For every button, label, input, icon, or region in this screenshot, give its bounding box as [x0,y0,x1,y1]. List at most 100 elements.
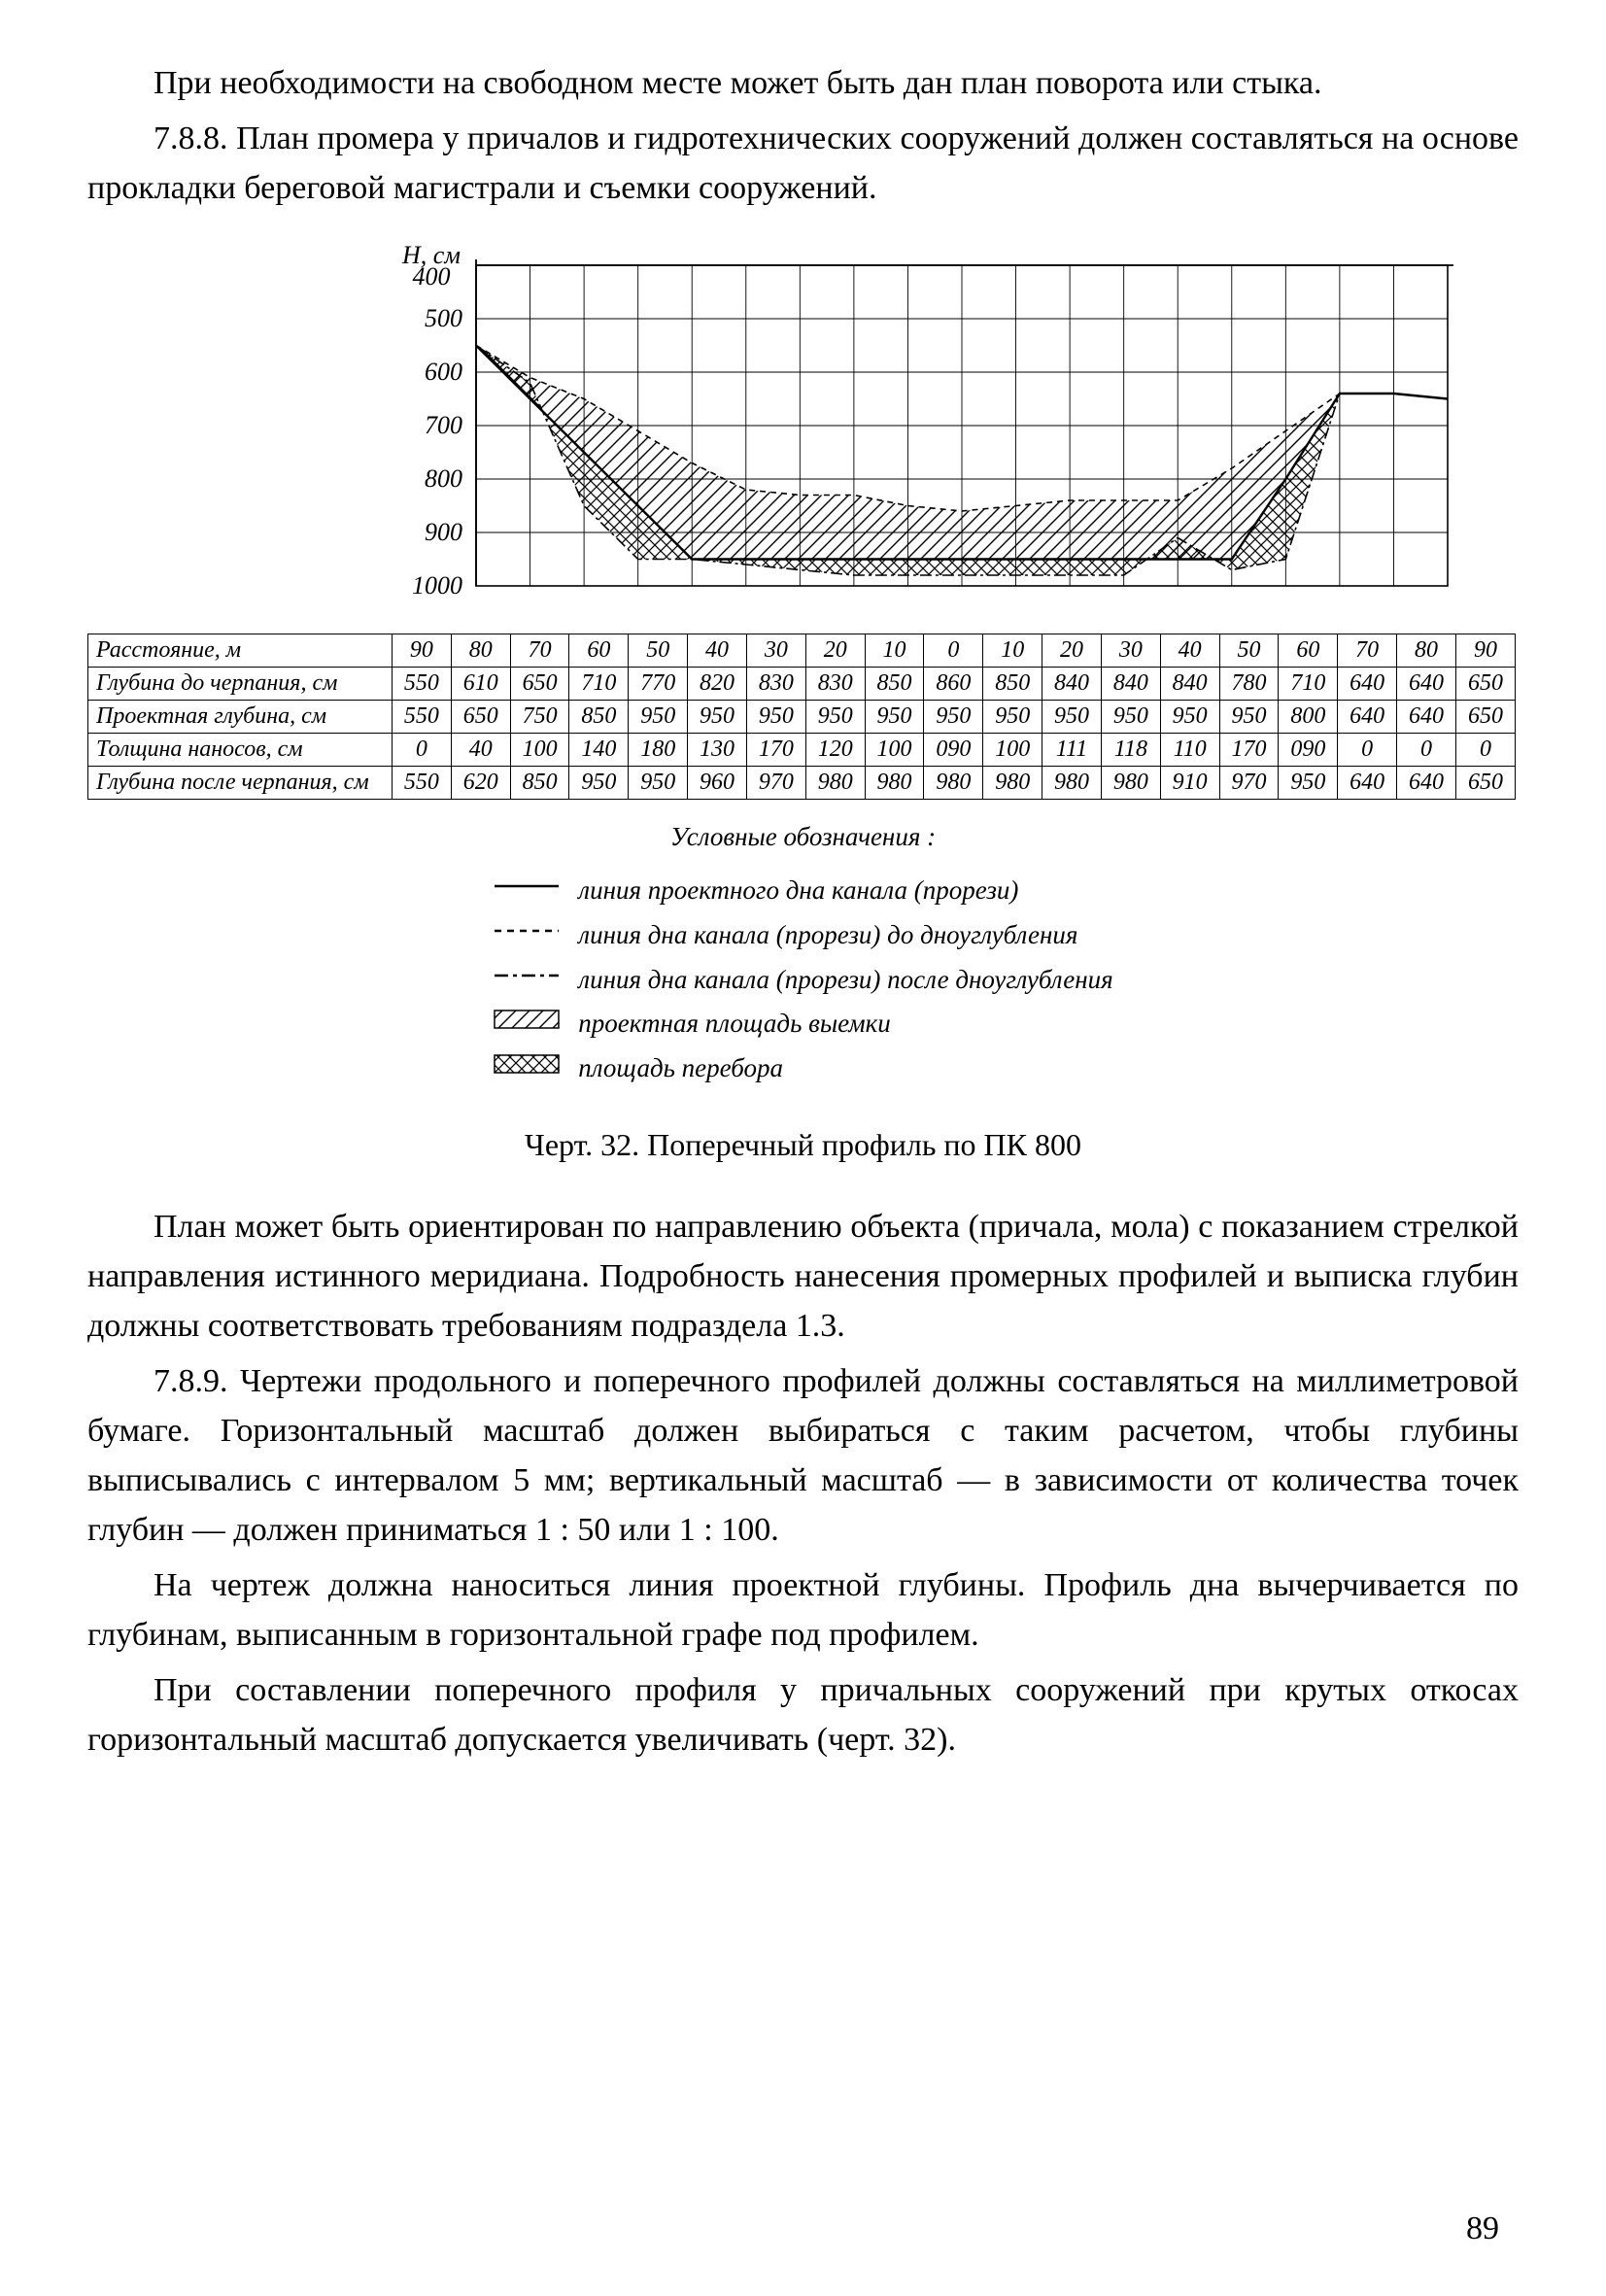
table-cell: 40 [688,634,747,668]
svg-text:500: 500 [425,304,462,332]
paragraph: При составлении поперечного профиля у пр… [87,1665,1519,1765]
table-cell: 950 [1219,701,1279,734]
figure-32: H, см4005006007008009001000 Расстояние, … [87,242,1519,1163]
table-cell: 640 [1397,701,1456,734]
row-label: Глубина до черпания, см [88,668,393,701]
table-cell: 0 [924,634,983,668]
table-cell: 650 [451,701,510,734]
table-cell: 960 [688,767,747,800]
table-cell: 0 [1338,734,1397,767]
table-cell: 550 [393,668,452,701]
table-cell: 830 [746,668,805,701]
legend-row: линия проектного дна канала (прорези) [485,870,1120,912]
table-cell: 100 [865,734,924,767]
table-cell: 640 [1338,767,1397,800]
table-cell: 980 [1042,767,1102,800]
table-cell: 820 [688,668,747,701]
table-cell: 650 [1455,767,1515,800]
table-cell: 800 [1279,701,1338,734]
table-cell: 950 [1042,701,1102,734]
legend-swatch [485,870,568,912]
table-cell: 750 [510,701,569,734]
table-cell: 090 [924,734,983,767]
table-cell: 950 [983,701,1042,734]
table-cell: 20 [805,634,865,668]
table-cell: 30 [1101,634,1160,668]
svg-text:400: 400 [413,262,451,291]
table-cell: 80 [1397,634,1456,668]
table-cell: 980 [924,767,983,800]
paragraph-text: План может быть ориентирован по направле… [87,1209,1519,1344]
table-cell: 950 [1101,701,1160,734]
table-cell: 850 [865,668,924,701]
svg-text:700: 700 [425,411,462,439]
table-row: Расстояние, м908070605040302010010203040… [88,634,1516,668]
table-cell: 70 [510,634,569,668]
table-cell: 950 [569,767,629,800]
row-label: Проектная глубина, см [88,701,393,734]
paragraph-text: 7.8.9. Чертежи продольного и поперечного… [87,1363,1519,1548]
table-cell: 0 [393,734,452,767]
table-cell: 170 [1219,734,1279,767]
paragraph-text: На чертеж должна наноситься линия проект… [87,1567,1519,1653]
table-cell: 980 [1101,767,1160,800]
page-number: 89 [1466,2210,1499,2247]
legend-swatch [485,1003,568,1045]
legend-table: линия проектного дна канала (прорези) лин… [483,868,1122,1092]
svg-text:900: 900 [425,518,462,546]
table-cell: 640 [1338,701,1397,734]
table-cell: 840 [1042,668,1102,701]
table-cell: 640 [1338,668,1397,701]
table-cell: 950 [629,767,688,800]
table-cell: 950 [629,701,688,734]
table-cell: 100 [983,734,1042,767]
paragraph-text: При необходимости на свободном месте мож… [154,65,1322,101]
table-cell: 950 [924,701,983,734]
table-cell: 620 [451,767,510,800]
legend-text: линия проектного дна канала (прорези) [570,870,1120,912]
table-cell: 180 [629,734,688,767]
table-cell: 980 [865,767,924,800]
paragraph: 7.8.9. Чертежи продольного и поперечного… [87,1356,1519,1555]
table-cell: 640 [1397,767,1456,800]
table-cell: 111 [1042,734,1102,767]
legend-swatch [485,959,568,1002]
table-cell: 550 [393,701,452,734]
table-cell: 970 [746,767,805,800]
table-cell: 970 [1219,767,1279,800]
legend-row: линия дна канала (прорези) после дноуглу… [485,959,1120,1002]
svg-text:600: 600 [425,358,462,386]
table-cell: 980 [983,767,1042,800]
paragraph-text: При составлении поперечного профиля у пр… [87,1672,1519,1758]
table-cell: 50 [1219,634,1279,668]
legend-swatch [485,1047,568,1090]
table-cell: 170 [746,734,805,767]
legend-swatch [485,914,568,957]
table-cell: 140 [569,734,629,767]
table-row: Глубина после черпания, см55062085095095… [88,767,1516,800]
table-cell: 120 [805,734,865,767]
table-cell: 20 [1042,634,1102,668]
table-cell: 950 [746,701,805,734]
table-cell: 10 [983,634,1042,668]
table-cell: 10 [865,634,924,668]
table-cell: 950 [865,701,924,734]
figure-legend: Условные обозначения : линия проектного … [87,817,1519,1092]
table-cell: 850 [983,668,1042,701]
table-cell: 650 [510,668,569,701]
svg-text:1000: 1000 [412,571,462,600]
table-cell: 90 [393,634,452,668]
legend-row: площадь перебора [485,1047,1120,1090]
table-cell: 770 [629,668,688,701]
table-cell: 550 [393,767,452,800]
table-cell: 70 [1338,634,1397,668]
legend-row: проектная площадь выемки [485,1003,1120,1045]
table-row: Проектная глубина, см5506507508509509509… [88,701,1516,734]
paragraph: План может быть ориентирован по направле… [87,1202,1519,1351]
table-cell: 60 [1279,634,1338,668]
figure-caption: Черт. 32. Поперечный профиль по ПК 800 [87,1127,1519,1163]
table-cell: 840 [1101,668,1160,701]
table-row: Глубина до черпания, см55061065071077082… [88,668,1516,701]
table-cell: 950 [1160,701,1219,734]
table-cell: 110 [1160,734,1219,767]
